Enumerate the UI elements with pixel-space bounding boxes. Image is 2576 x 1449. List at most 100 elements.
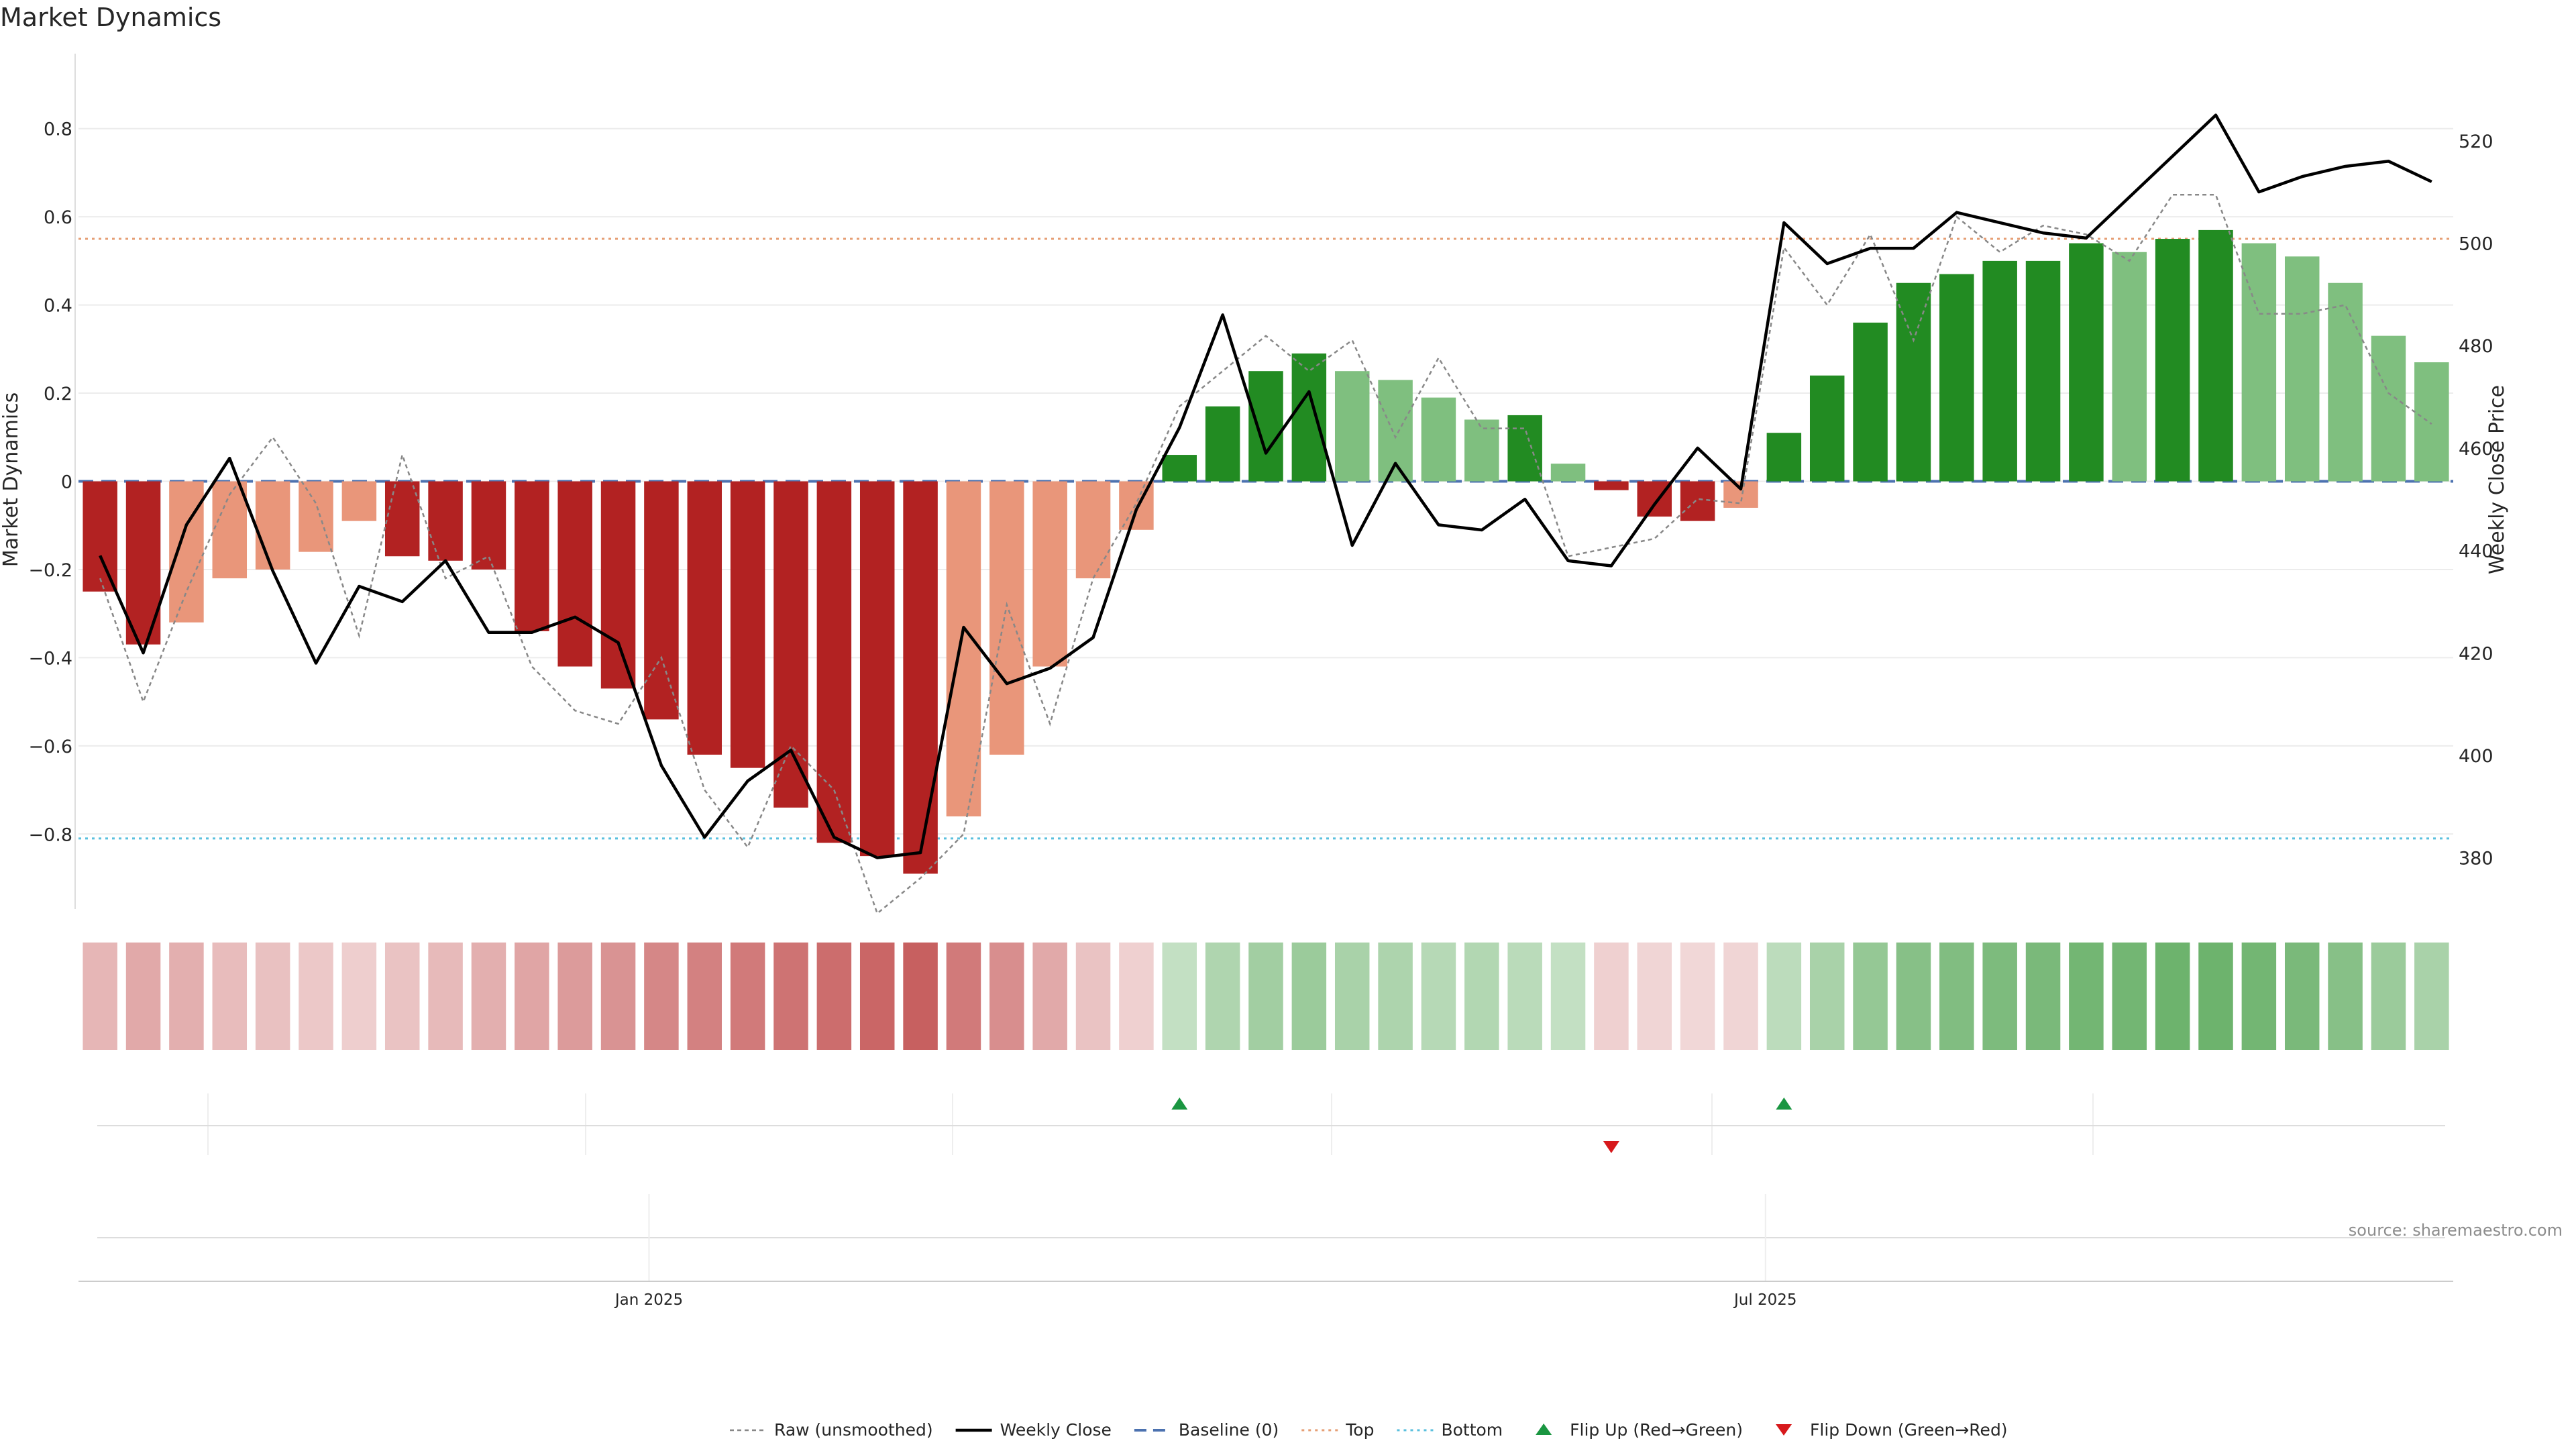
dynamics-bar: [384, 481, 420, 557]
right-tick-label: 380: [2459, 849, 2493, 869]
left-tick-label: 0: [61, 472, 72, 493]
dynamics-bar: [557, 481, 592, 667]
legend-label: Top: [1345, 1420, 1374, 1440]
right-tick-label: 500: [2459, 233, 2493, 254]
raw-series-line: [99, 194, 2432, 915]
strength-cell: [2198, 943, 2233, 1050]
left-tick-label: 0.2: [44, 384, 72, 405]
strength-cell: [2328, 943, 2363, 1050]
left-tick-label: 0.8: [44, 119, 72, 140]
right-tick-label: 400: [2459, 746, 2493, 767]
flip-down-marker: [1603, 1141, 1619, 1153]
grid-lines: [74, 54, 2453, 909]
legend-label: Weekly Close: [1000, 1420, 1112, 1440]
strength-cell: [1119, 943, 1154, 1050]
dynamics-bar: [859, 481, 895, 857]
dynamics-bar: [212, 481, 248, 579]
legend-swatch: [1776, 1424, 1792, 1436]
strength-cell: [1723, 943, 1758, 1050]
strength-cell: [557, 943, 592, 1050]
strength-cell: [1421, 943, 1456, 1050]
strength-cell: [2025, 943, 2061, 1050]
strength-cell: [212, 943, 248, 1050]
dynamics-bar: [2112, 252, 2147, 482]
strength-strip: [83, 943, 2449, 1050]
strength-cell: [299, 943, 333, 1050]
strength-cell: [1464, 943, 1499, 1050]
strength-cell: [1378, 943, 1413, 1050]
strength-cell: [515, 943, 549, 1050]
dynamics-bar: [1334, 371, 1370, 482]
dynamics-bar: [2025, 260, 2061, 482]
strength-cell: [816, 943, 852, 1050]
dynamics-bars: [83, 229, 2449, 874]
left-tick-label: 0.6: [44, 207, 72, 228]
strength-cell: [255, 943, 290, 1050]
strength-cell: [2414, 943, 2449, 1050]
dynamics-bar: [1507, 415, 1542, 482]
dynamics-bar: [2241, 243, 2277, 482]
dynamics-bar: [946, 481, 981, 816]
dynamics-bar: [2069, 243, 2104, 482]
dynamics-bar: [1982, 260, 2017, 482]
dynamics-bar: [903, 481, 938, 874]
strength-cell: [1032, 943, 1067, 1050]
dynamics-bar: [428, 481, 463, 561]
right-axis-label: Weekly Close Price: [2485, 385, 2509, 574]
strength-cell: [2371, 943, 2406, 1050]
strength-cell: [1853, 943, 1888, 1050]
strength-cell: [730, 943, 765, 1050]
dynamics-bar: [2328, 282, 2363, 482]
strength-cell: [341, 943, 377, 1050]
legend-label: Baseline (0): [1179, 1420, 1279, 1440]
strength-cell: [1594, 943, 1629, 1050]
strength-cell: [125, 943, 161, 1050]
dynamics-bar: [989, 481, 1024, 755]
strength-cell: [1809, 943, 1845, 1050]
x-axis: Jan 2025 Jul 2025: [78, 1194, 2453, 1309]
legend-label: Raw (unsmoothed): [774, 1420, 933, 1440]
strength-cell: [1334, 943, 1370, 1050]
x-tick-label: Jul 2025: [1733, 1291, 1797, 1309]
strength-cell: [2155, 943, 2190, 1050]
strength-cell: [1248, 943, 1283, 1050]
dynamics-bar: [644, 481, 679, 720]
strength-cell: [1637, 943, 1672, 1050]
dynamics-bar: [471, 481, 506, 570]
series-lines: [99, 113, 2432, 915]
chart-title: Market Dynamics: [0, 3, 222, 32]
dynamics-bar: [2198, 229, 2233, 482]
dynamics-bar: [2284, 256, 2320, 482]
strength-cell: [1075, 943, 1111, 1050]
dynamics-bar: [1464, 419, 1499, 482]
dynamics-bar: [2371, 335, 2406, 482]
left-tick-label: −0.4: [28, 648, 72, 669]
flip-markers-panel: [97, 1093, 2445, 1155]
strength-cell: [1205, 943, 1240, 1050]
dynamics-bar: [299, 481, 333, 552]
dynamics-bar: [2155, 239, 2190, 482]
dynamics-bar: [1809, 375, 1845, 482]
strength-cell: [644, 943, 679, 1050]
weekly-close-line: [99, 113, 2432, 859]
legend-label: Flip Down (Green→Red): [1810, 1420, 2008, 1440]
dynamics-bar: [83, 481, 117, 592]
strength-cell: [2069, 943, 2104, 1050]
strength-cell: [903, 943, 938, 1050]
right-tick-label: 460: [2459, 439, 2493, 460]
dynamics-bar: [1766, 433, 1802, 482]
strength-cell: [1982, 943, 2017, 1050]
dynamics-bar: [816, 481, 852, 843]
left-tick-label: −0.2: [28, 560, 72, 581]
strength-cell: [2284, 943, 2320, 1050]
left-tick-label: −0.6: [28, 737, 72, 757]
dynamics-bar: [1248, 371, 1283, 482]
strength-cell: [1680, 943, 1715, 1050]
left-tick-label: −0.8: [28, 824, 72, 845]
strength-cell: [989, 943, 1024, 1050]
strength-cell: [600, 943, 636, 1050]
dynamics-bar: [1550, 464, 1586, 482]
strength-cell: [1291, 943, 1327, 1050]
right-tick-label: 440: [2459, 541, 2493, 562]
